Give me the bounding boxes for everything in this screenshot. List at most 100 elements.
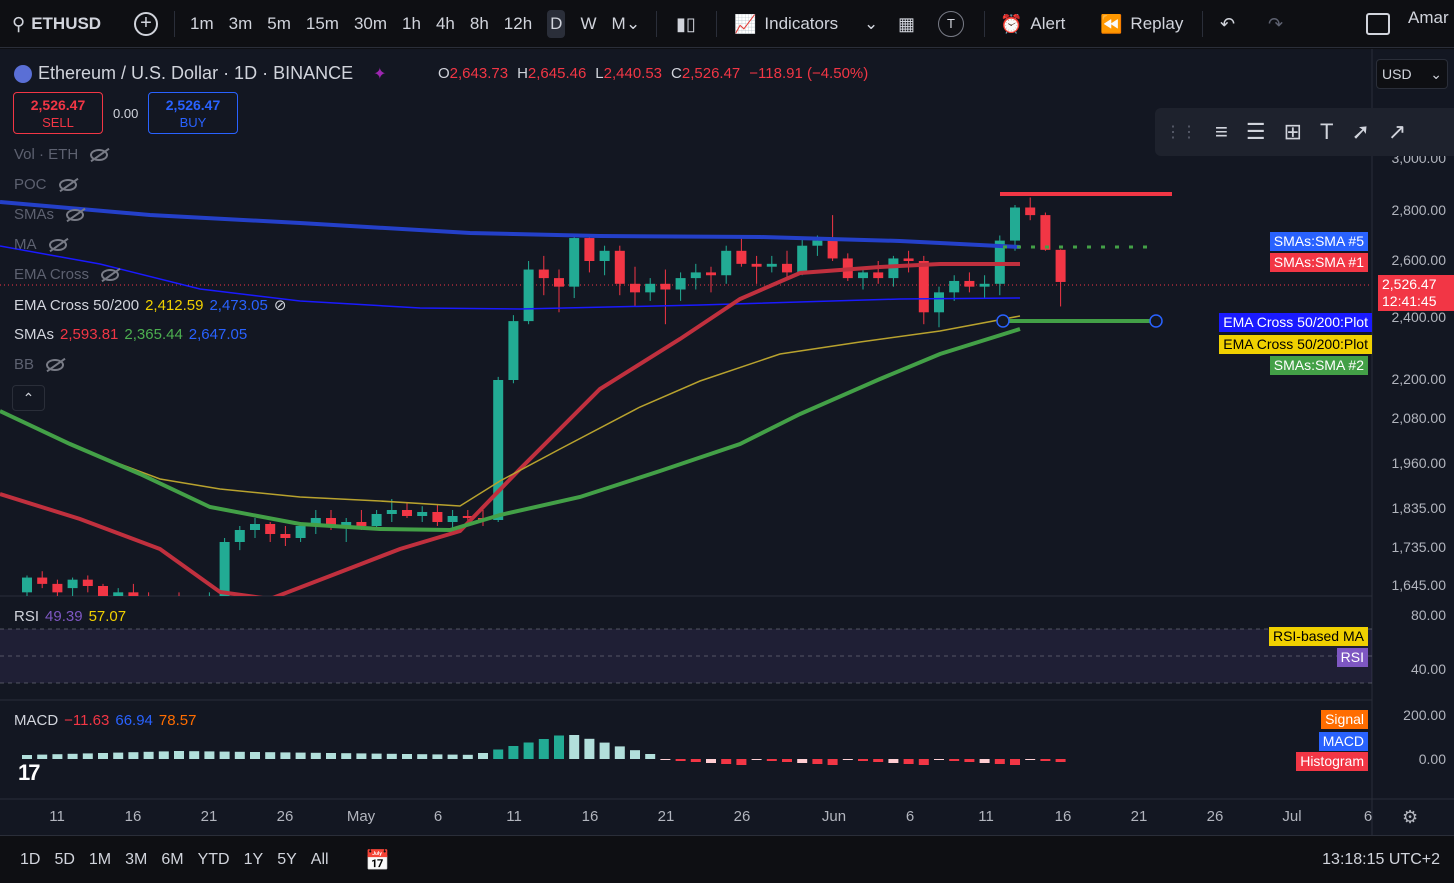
symbol-title: Ethereum / U.S. Dollar · 1D · BINANCE [38,63,354,83]
range-5y[interactable]: 5Y [277,851,297,868]
user-menu[interactable]: Amar [1408,0,1449,42]
eye-hidden-icon[interactable] [66,208,85,221]
range-1d[interactable]: 1D [20,851,41,868]
timeframe-3m[interactable]: 3m [228,14,253,33]
chart-type-button[interactable]: ▮▯ [676,0,696,48]
layouts-button[interactable]: ▦ [898,0,915,48]
range-all[interactable]: All [310,851,329,868]
alert-button[interactable]: ⏰ Alert [1000,0,1065,48]
go-to-date-button[interactable]: 📅 [365,836,390,883]
timeframe-15m[interactable]: 15m [305,14,339,33]
indicators-dropdown[interactable]: ⌄ [864,0,878,48]
undo-button[interactable]: ↶ [1220,0,1235,48]
timeframe-dropdown[interactable]: ⌄ [626,0,640,48]
legend-rsi[interactable]: RSI 49.39 57.07 [14,608,126,625]
legend-smas-hidden[interactable]: SMAs [14,206,85,223]
fib-levels-icon[interactable]: ≡ [1215,119,1228,144]
settings-gear-icon[interactable]: ⚙ [1402,807,1419,827]
timeframe-12h[interactable]: 12h [503,14,533,33]
currency-select[interactable]: USD ⌄ [1376,59,1448,89]
legend-ema-cross[interactable]: EMA Cross 50/200 2,412.59 2,473.05 ⊘ [14,296,287,315]
macd-histogram-bar [1010,759,1020,765]
macd-histogram-bar [858,759,868,761]
ema-blue-line [0,245,1021,310]
timeframe-30m[interactable]: 30m [353,14,388,33]
legend-ma[interactable]: MA [14,236,67,253]
legend-bb[interactable]: BB [14,356,65,373]
macd-histogram-bar [462,754,473,759]
range-ytd[interactable]: YTD [197,851,230,868]
price-scale-label: 1,835.00 [1391,500,1447,516]
sell-label: SELL [42,115,74,130]
tradingview-logo-icon[interactable]: 17 [18,760,41,785]
eye-hidden-icon[interactable] [90,148,109,161]
candle-body [827,240,838,259]
templates-button[interactable]: T [938,0,964,48]
redo-button[interactable]: ↷ [1268,0,1283,48]
macd-histogram-bar [98,753,108,759]
tag-macd: MACD [1318,732,1368,751]
indicators-button[interactable]: 📈 Indicators [734,0,838,48]
timeframe-5m[interactable]: 5m [267,14,291,33]
fullscreen-button[interactable] [1366,0,1390,48]
timeframe-4h[interactable]: 4h [435,14,455,33]
sell-button[interactable]: 2,526.47 SELL [13,92,103,134]
tag-signal: Signal [1321,710,1368,729]
eye-hidden-icon[interactable] [58,178,77,191]
sell-price: 2,526.47 [30,97,86,113]
candle-body [265,524,276,534]
ema-cross-hidden-icon[interactable]: ⊘ [273,297,287,314]
ema-cross-value-2: 2,473.05 [209,296,268,314]
macd-histogram-bar [584,738,595,759]
template-icon: T [938,11,964,37]
timeframe-M[interactable]: M [611,14,626,33]
candle-body [675,278,686,290]
parallel-lines-icon[interactable]: ☰ [1245,119,1266,144]
arrow-tool-icon[interactable]: ↗ [1387,119,1407,144]
timeframe-W[interactable]: W [580,14,597,33]
compare-button[interactable]: + [134,0,158,48]
chart-canvas[interactable] [0,49,1454,835]
time-axis-label: 11 [49,808,65,825]
legend-ema-cross-label: EMA Cross 50/200 [14,296,140,314]
macd-histogram-bar [280,752,291,759]
range-6m[interactable]: 6M [161,851,184,868]
legend-vol[interactable]: Vol · ETH [14,146,109,163]
chart-area[interactable]: Ethereum / U.S. Dollar · 1D · BINANCE ✦ … [0,49,1454,835]
candle-body [508,321,519,380]
ohlc-h-label: H [517,65,528,82]
timeframe-1m[interactable]: 1m [190,14,214,33]
macd-histogram-bar [52,754,63,759]
range-1m[interactable]: 1M [88,851,112,868]
drawing-toolbar: ⋮⋮ ≡ ☰ ⊞ T ➚ ↗ [1155,108,1454,156]
legend-macd[interactable]: MACD −11.63 66.94 78.57 [14,712,196,729]
drag-handle-icon[interactable]: ⋮⋮ [1165,124,1197,141]
share-icon[interactable]: ✦ [373,65,387,83]
buy-button[interactable]: 2,526.47 BUY [148,92,238,134]
timeframe-8h[interactable]: 8h [469,14,489,33]
legend-ema-cross-hidden[interactable]: EMA Cross [14,266,120,283]
tag-sma2: SMAs:SMA #2 [1269,356,1368,375]
macd-histogram-bar [174,751,184,759]
eye-hidden-icon[interactable] [48,238,67,251]
trend-line-icon[interactable]: ➚ [1351,119,1370,144]
symbol-search[interactable]: ⚲ ETHUSD [12,0,101,48]
replay-button[interactable]: ⏪ Replay [1100,0,1183,48]
candle-body [371,514,382,526]
range-5d[interactable]: 5D [54,851,75,868]
legend-poc[interactable]: POC [14,176,77,193]
timeframe-1h[interactable]: 1h [402,14,421,33]
eye-hidden-icon[interactable] [46,358,65,371]
macd-histogram-bar [189,751,200,759]
collapse-legend-button[interactable]: ⌃ [12,385,45,411]
cross-measure-icon[interactable]: ⊞ [1283,119,1303,144]
eye-hidden-icon[interactable] [101,268,120,281]
timeframe-D[interactable]: D [547,10,566,38]
clock[interactable]: 13:18:15 UTC+2 [1322,836,1440,883]
legend-smas[interactable]: SMAs 2,593.81 2,365.44 2,647.05 [14,326,247,343]
range-3m[interactable]: 3M [125,851,148,868]
spread-value: 0.00 [113,106,139,121]
text-tool-icon[interactable]: T [1320,119,1334,144]
macd-hist-value: −11.63 [64,712,110,729]
range-1y[interactable]: 1Y [243,851,264,868]
